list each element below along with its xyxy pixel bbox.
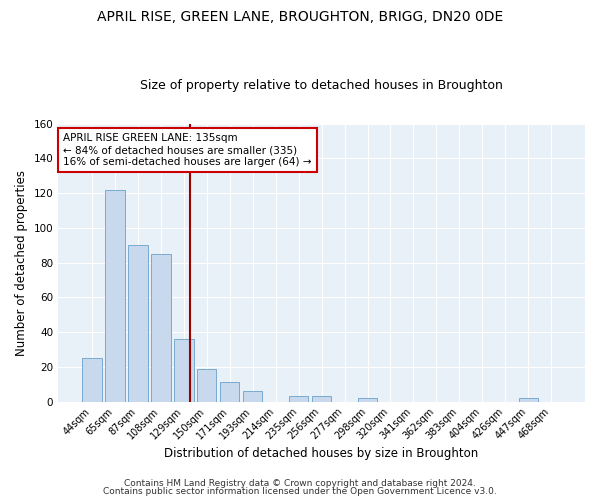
Title: Size of property relative to detached houses in Broughton: Size of property relative to detached ho… bbox=[140, 79, 503, 92]
Text: APRIL RISE GREEN LANE: 135sqm
← 84% of detached houses are smaller (335)
16% of : APRIL RISE GREEN LANE: 135sqm ← 84% of d… bbox=[64, 134, 312, 166]
Bar bbox=[174, 339, 194, 402]
Bar bbox=[82, 358, 101, 402]
X-axis label: Distribution of detached houses by size in Broughton: Distribution of detached houses by size … bbox=[164, 447, 479, 460]
Bar bbox=[518, 398, 538, 402]
Text: APRIL RISE, GREEN LANE, BROUGHTON, BRIGG, DN20 0DE: APRIL RISE, GREEN LANE, BROUGHTON, BRIGG… bbox=[97, 10, 503, 24]
Bar bbox=[197, 368, 217, 402]
Bar bbox=[105, 190, 125, 402]
Bar bbox=[358, 398, 377, 402]
Bar bbox=[289, 396, 308, 402]
Bar bbox=[151, 254, 170, 402]
Bar bbox=[220, 382, 239, 402]
Text: Contains HM Land Registry data © Crown copyright and database right 2024.: Contains HM Land Registry data © Crown c… bbox=[124, 478, 476, 488]
Text: Contains public sector information licensed under the Open Government Licence v3: Contains public sector information licen… bbox=[103, 487, 497, 496]
Bar bbox=[243, 391, 262, 402]
Bar bbox=[312, 396, 331, 402]
Y-axis label: Number of detached properties: Number of detached properties bbox=[15, 170, 28, 356]
Bar bbox=[128, 246, 148, 402]
